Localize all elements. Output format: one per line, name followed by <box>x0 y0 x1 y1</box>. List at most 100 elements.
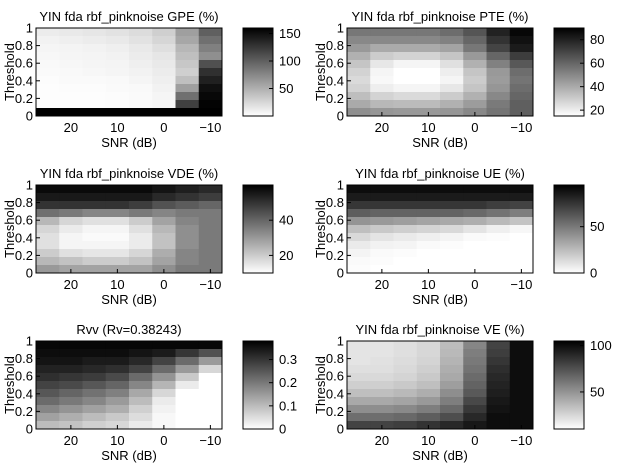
heatmap-cell <box>393 92 418 101</box>
heatmap-cell <box>105 349 130 358</box>
heatmap-cell <box>82 397 107 406</box>
x-tick-label: 10 <box>110 277 124 292</box>
heatmap-cell <box>36 421 60 430</box>
heatmap-cell <box>82 44 107 53</box>
heatmap-cell <box>175 100 200 109</box>
heatmap-cell <box>393 381 418 390</box>
heatmap-cell <box>509 405 534 414</box>
heatmap-cell <box>347 241 371 250</box>
heatmap-cell <box>416 76 441 85</box>
heatmap-cell <box>105 397 130 406</box>
heatmap-cell <box>175 249 200 258</box>
heatmap-cell <box>175 349 200 358</box>
heatmap-cell <box>129 373 153 382</box>
heatmap-cell <box>347 60 371 69</box>
colorbar-tick-label: 80 <box>590 32 604 47</box>
heatmap-cell <box>198 225 223 234</box>
heatmap-cell <box>82 349 107 358</box>
y-axis-label: Threshold <box>313 356 328 414</box>
heatmap-cell <box>198 341 223 350</box>
heatmap-cell <box>416 373 441 382</box>
heatmap-cells <box>347 341 534 430</box>
heatmap-cell <box>347 209 371 218</box>
x-tick-label: 10 <box>421 277 435 292</box>
heatmap-cell <box>82 217 107 226</box>
heatmap-cell <box>175 201 200 210</box>
heatmap-cell <box>370 233 394 242</box>
y-tick-label: 0 <box>26 109 33 124</box>
heatmap-cell <box>36 381 60 390</box>
heatmap-cell <box>463 397 487 406</box>
x-tick-label: 10 <box>421 120 435 135</box>
heatmap-cell <box>440 68 464 77</box>
heatmap-cell <box>36 108 60 117</box>
y-tick-label: 0 <box>337 109 344 124</box>
heatmap-cell <box>463 68 487 77</box>
colorbar-tick-label: 150 <box>279 26 301 41</box>
heatmap-cell <box>416 233 441 242</box>
heatmap-cell <box>393 413 418 422</box>
heatmap-cell <box>486 108 511 117</box>
heatmap-cell <box>347 349 371 358</box>
heatmap-cell <box>105 209 130 218</box>
heatmap-cell <box>416 249 441 258</box>
heatmap-cell <box>486 84 511 93</box>
heatmap-cell <box>370 397 394 406</box>
heatmap-cell <box>36 76 60 85</box>
heatmap-cell <box>198 44 223 53</box>
heatmap-cell <box>36 185 60 194</box>
heatmap-cell <box>463 341 487 350</box>
x-tick-label: 0 <box>160 433 167 448</box>
heatmap-cell <box>347 84 371 93</box>
heatmap-cell <box>198 365 223 374</box>
panel-title: YIN fda rbf_pinknoise VDE (%) <box>40 166 218 181</box>
heatmap-cell <box>129 389 153 398</box>
heatmap-cell <box>59 36 83 45</box>
heatmap-cell <box>152 84 176 93</box>
heatmap-cell <box>82 373 107 382</box>
heatmap-cell <box>152 413 176 422</box>
heatmap-cell <box>129 405 153 414</box>
heatmap-cell <box>198 389 223 398</box>
heatmap-cell <box>416 381 441 390</box>
heatmap-cell <box>416 68 441 77</box>
heatmap-cells <box>347 185 534 274</box>
heatmap-cell <box>347 357 371 366</box>
heatmap-cell <box>82 28 107 37</box>
heatmap-cell <box>393 373 418 382</box>
heatmap-cell <box>463 381 487 390</box>
heatmap-cell <box>59 52 83 61</box>
heatmap-cell <box>129 397 153 406</box>
colorbar <box>242 184 274 274</box>
heatmap-cell <box>105 185 130 194</box>
heatmap-cell <box>347 76 371 85</box>
heatmap-cell <box>82 257 107 266</box>
heatmap-cell <box>416 405 441 414</box>
heatmap-cell <box>509 193 534 202</box>
heatmap-cell <box>36 233 60 242</box>
x-tick-label: 10 <box>110 120 124 135</box>
heatmap-cell <box>486 381 511 390</box>
colorbar-tick-label: 20 <box>279 248 293 263</box>
x-tick-label: 20 <box>64 433 78 448</box>
x-tick-label: 0 <box>471 433 478 448</box>
colorbar-tick-label: 100 <box>279 54 301 69</box>
x-tick-label: −10 <box>510 120 532 135</box>
heatmap-cell <box>129 76 153 85</box>
heatmap-cell <box>129 100 153 109</box>
heatmap-cell <box>463 349 487 358</box>
x-tick-label: 0 <box>471 277 478 292</box>
heatmap-cell <box>59 201 83 210</box>
y-axis-label: Threshold <box>2 43 17 101</box>
heatmap-cell <box>509 84 534 93</box>
heatmap-cell <box>152 373 176 382</box>
heatmap-cell <box>509 413 534 422</box>
x-axis-label: SNR (dB) <box>101 448 157 463</box>
heatmap-cell <box>486 44 511 53</box>
heatmap-cell <box>59 357 83 366</box>
heatmap-cell <box>105 52 130 61</box>
heatmap-cell <box>175 365 200 374</box>
heatmap-cell <box>347 36 371 45</box>
x-tick-label: −10 <box>199 120 221 135</box>
heatmap-cell <box>463 52 487 61</box>
